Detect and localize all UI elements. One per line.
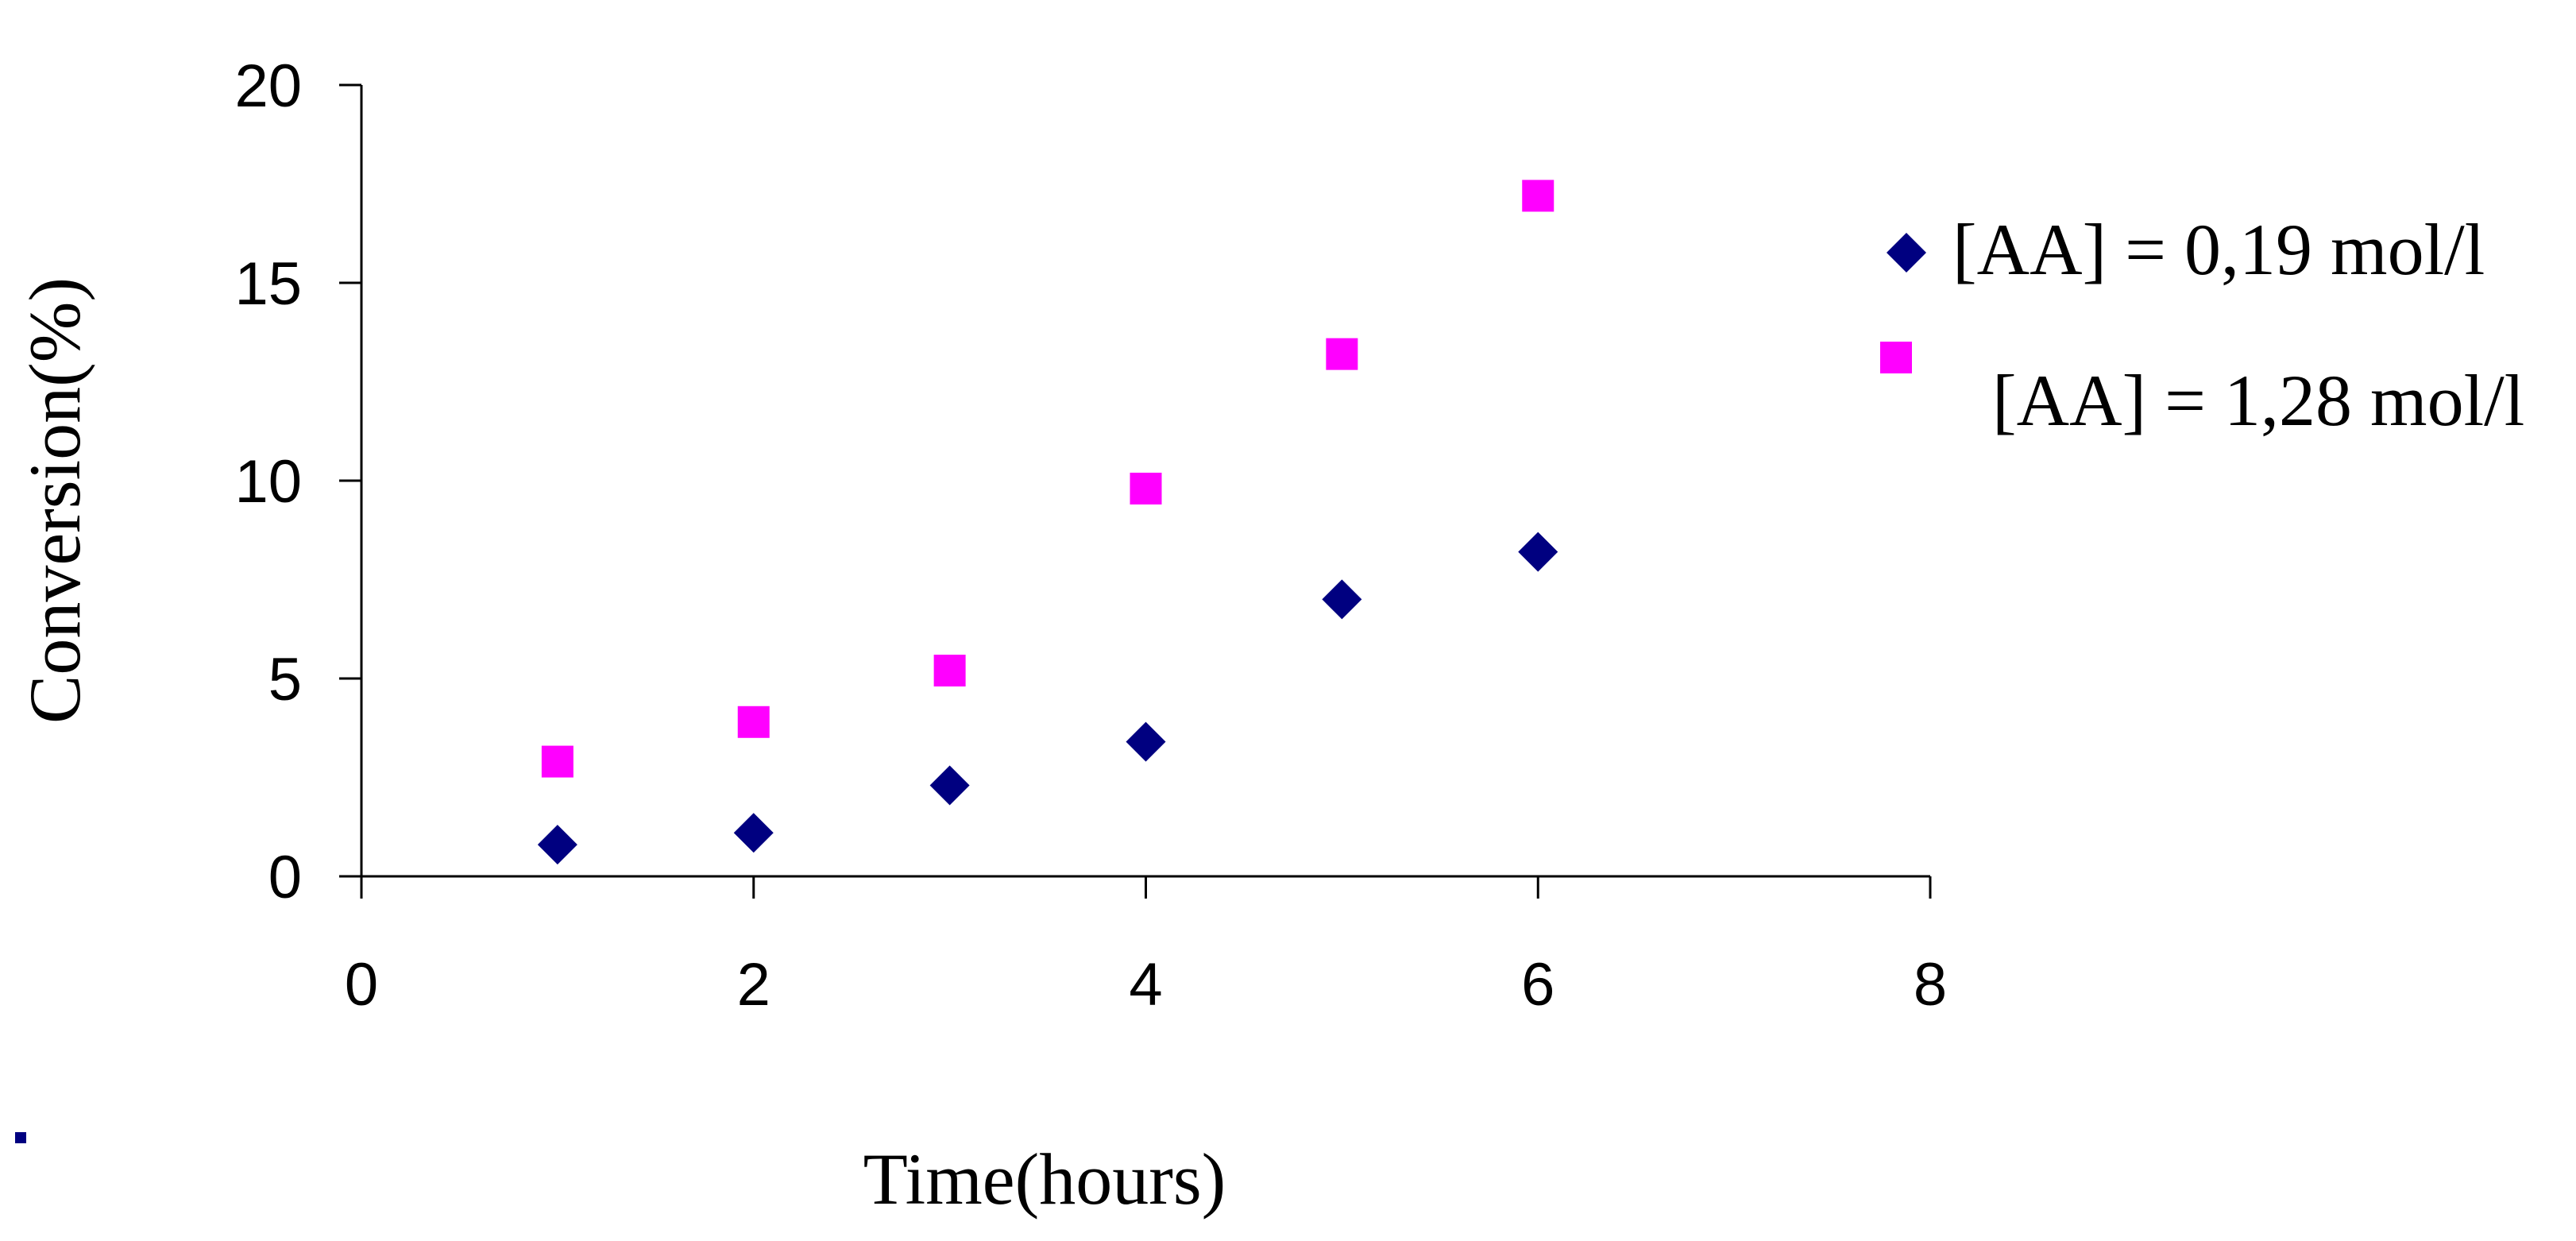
- x-tick-label: 4: [1129, 951, 1162, 1019]
- legend-label-series-1: [AA] = 0,19 mol/l: [1952, 209, 2485, 290]
- y-tick-label: 15: [234, 250, 302, 318]
- y-axis-title: Conversion(%): [14, 277, 95, 724]
- data-point-series-1: [1322, 579, 1362, 620]
- data-point-series-2: [1130, 472, 1162, 505]
- y-tick-label: 5: [268, 646, 302, 713]
- legend-label-series-2: [AA] = 1,28 mol/l: [1992, 360, 2524, 441]
- legend: [AA] = 0,19 mol/l [AA] = 1,28 mol/l: [1880, 209, 2524, 441]
- y-tick-label: 10: [234, 448, 302, 516]
- data-point-series-1: [1126, 721, 1166, 762]
- data-point-series-1: [1518, 532, 1558, 572]
- y-tick-label: 0: [268, 844, 302, 911]
- data-point-series-2: [1522, 180, 1554, 212]
- y-axis-ticks: 0 5 10 15 20: [234, 52, 361, 911]
- x-axis-title: Time(hours): [863, 1139, 1226, 1220]
- x-tick-label: 0: [345, 951, 378, 1019]
- legend-marker-series-1: [1887, 233, 1926, 273]
- data-point-series-1: [537, 825, 577, 865]
- y-tick-label: 20: [234, 52, 302, 120]
- stray-marker: [15, 1132, 26, 1143]
- legend-marker-series-2: [1880, 342, 1912, 373]
- data-point-series-2: [737, 706, 770, 738]
- x-tick-label: 8: [1914, 951, 1947, 1019]
- x-axis-ticks: 0 2 4 6 8: [345, 876, 1947, 1019]
- x-tick-label: 6: [1521, 951, 1554, 1019]
- data-point-series-2: [933, 655, 966, 687]
- data-point-series-2: [541, 745, 574, 778]
- data-point-series-1: [929, 765, 970, 806]
- data-points: [537, 180, 1558, 865]
- data-point-series-2: [1326, 338, 1358, 370]
- x-tick-label: 2: [737, 951, 770, 1019]
- data-point-series-1: [733, 813, 774, 853]
